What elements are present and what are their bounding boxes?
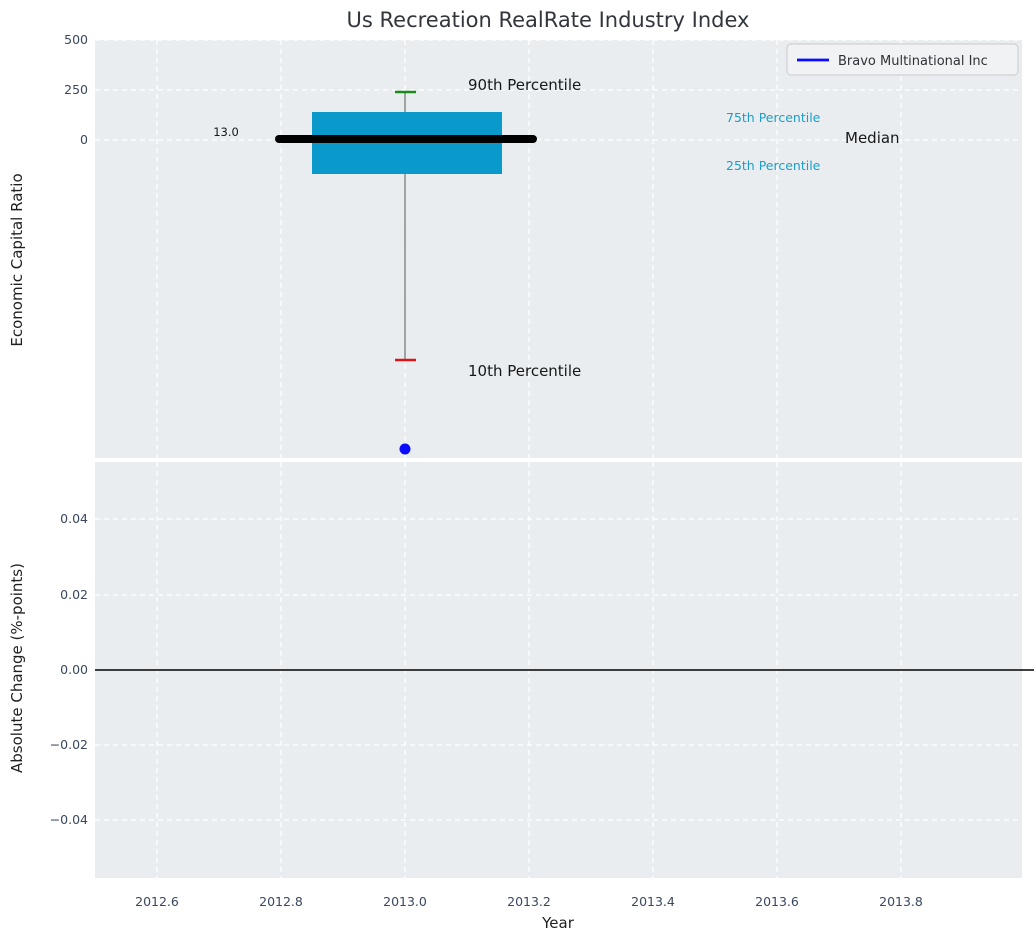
bottom-ytick-0.00: 0.00 (60, 662, 88, 677)
legend-label: Bravo Multinational Inc (838, 54, 988, 69)
legend: Bravo Multinational Inc (786, 43, 1019, 76)
chart-title: Us Recreation RealRate Industry Index (347, 8, 750, 32)
bottom-ytick-0.02: 0.02 (60, 587, 88, 602)
legend-box (786, 43, 1019, 76)
xtick-2012.8: 2012.8 (259, 894, 303, 909)
annotation-25th-percentile: 25th Percentile (726, 158, 821, 173)
annotation-median: Median (845, 129, 900, 147)
top-ytick-250: 250 (64, 82, 88, 97)
bottom-subplot: 0.04 0.02 0.00 −0.02 −0.04 2012.6 2012.8… (8, 462, 1034, 932)
top-plot-background (95, 40, 1022, 458)
annotation-90th-percentile: 90th Percentile (468, 76, 581, 94)
top-ylabel: Economic Capital Ratio (8, 173, 26, 346)
bottom-ytick--0.04: −0.04 (50, 812, 88, 827)
top-ytick-500: 500 (64, 32, 88, 47)
xtick-2013.2: 2013.2 (507, 894, 551, 909)
annotation-75th-percentile: 75th Percentile (726, 110, 821, 125)
top-subplot: 500 250 0 Economic Capital Ratio 13.0 90… (8, 32, 1022, 458)
annotation-10th-percentile: 10th Percentile (468, 362, 581, 380)
bravo-data-point (399, 443, 411, 455)
boxplot (275, 90, 537, 455)
top-grid (95, 39, 1022, 458)
xtick-2013.0: 2013.0 (383, 894, 427, 909)
top-ytick-0: 0 (80, 132, 88, 147)
bottom-ylabel: Absolute Change (%-points) (8, 563, 26, 773)
bottom-ytick-0.04: 0.04 (60, 511, 88, 526)
xtick-2013.4: 2013.4 (631, 894, 675, 909)
bottom-ytick--0.02: −0.02 (50, 737, 88, 752)
xtick-2013.8: 2013.8 (879, 894, 923, 909)
xtick-2013.6: 2013.6 (755, 894, 799, 909)
median-value-label: 13.0 (213, 125, 239, 139)
xtick-2012.6: 2012.6 (135, 894, 179, 909)
xlabel-year: Year (541, 914, 575, 932)
